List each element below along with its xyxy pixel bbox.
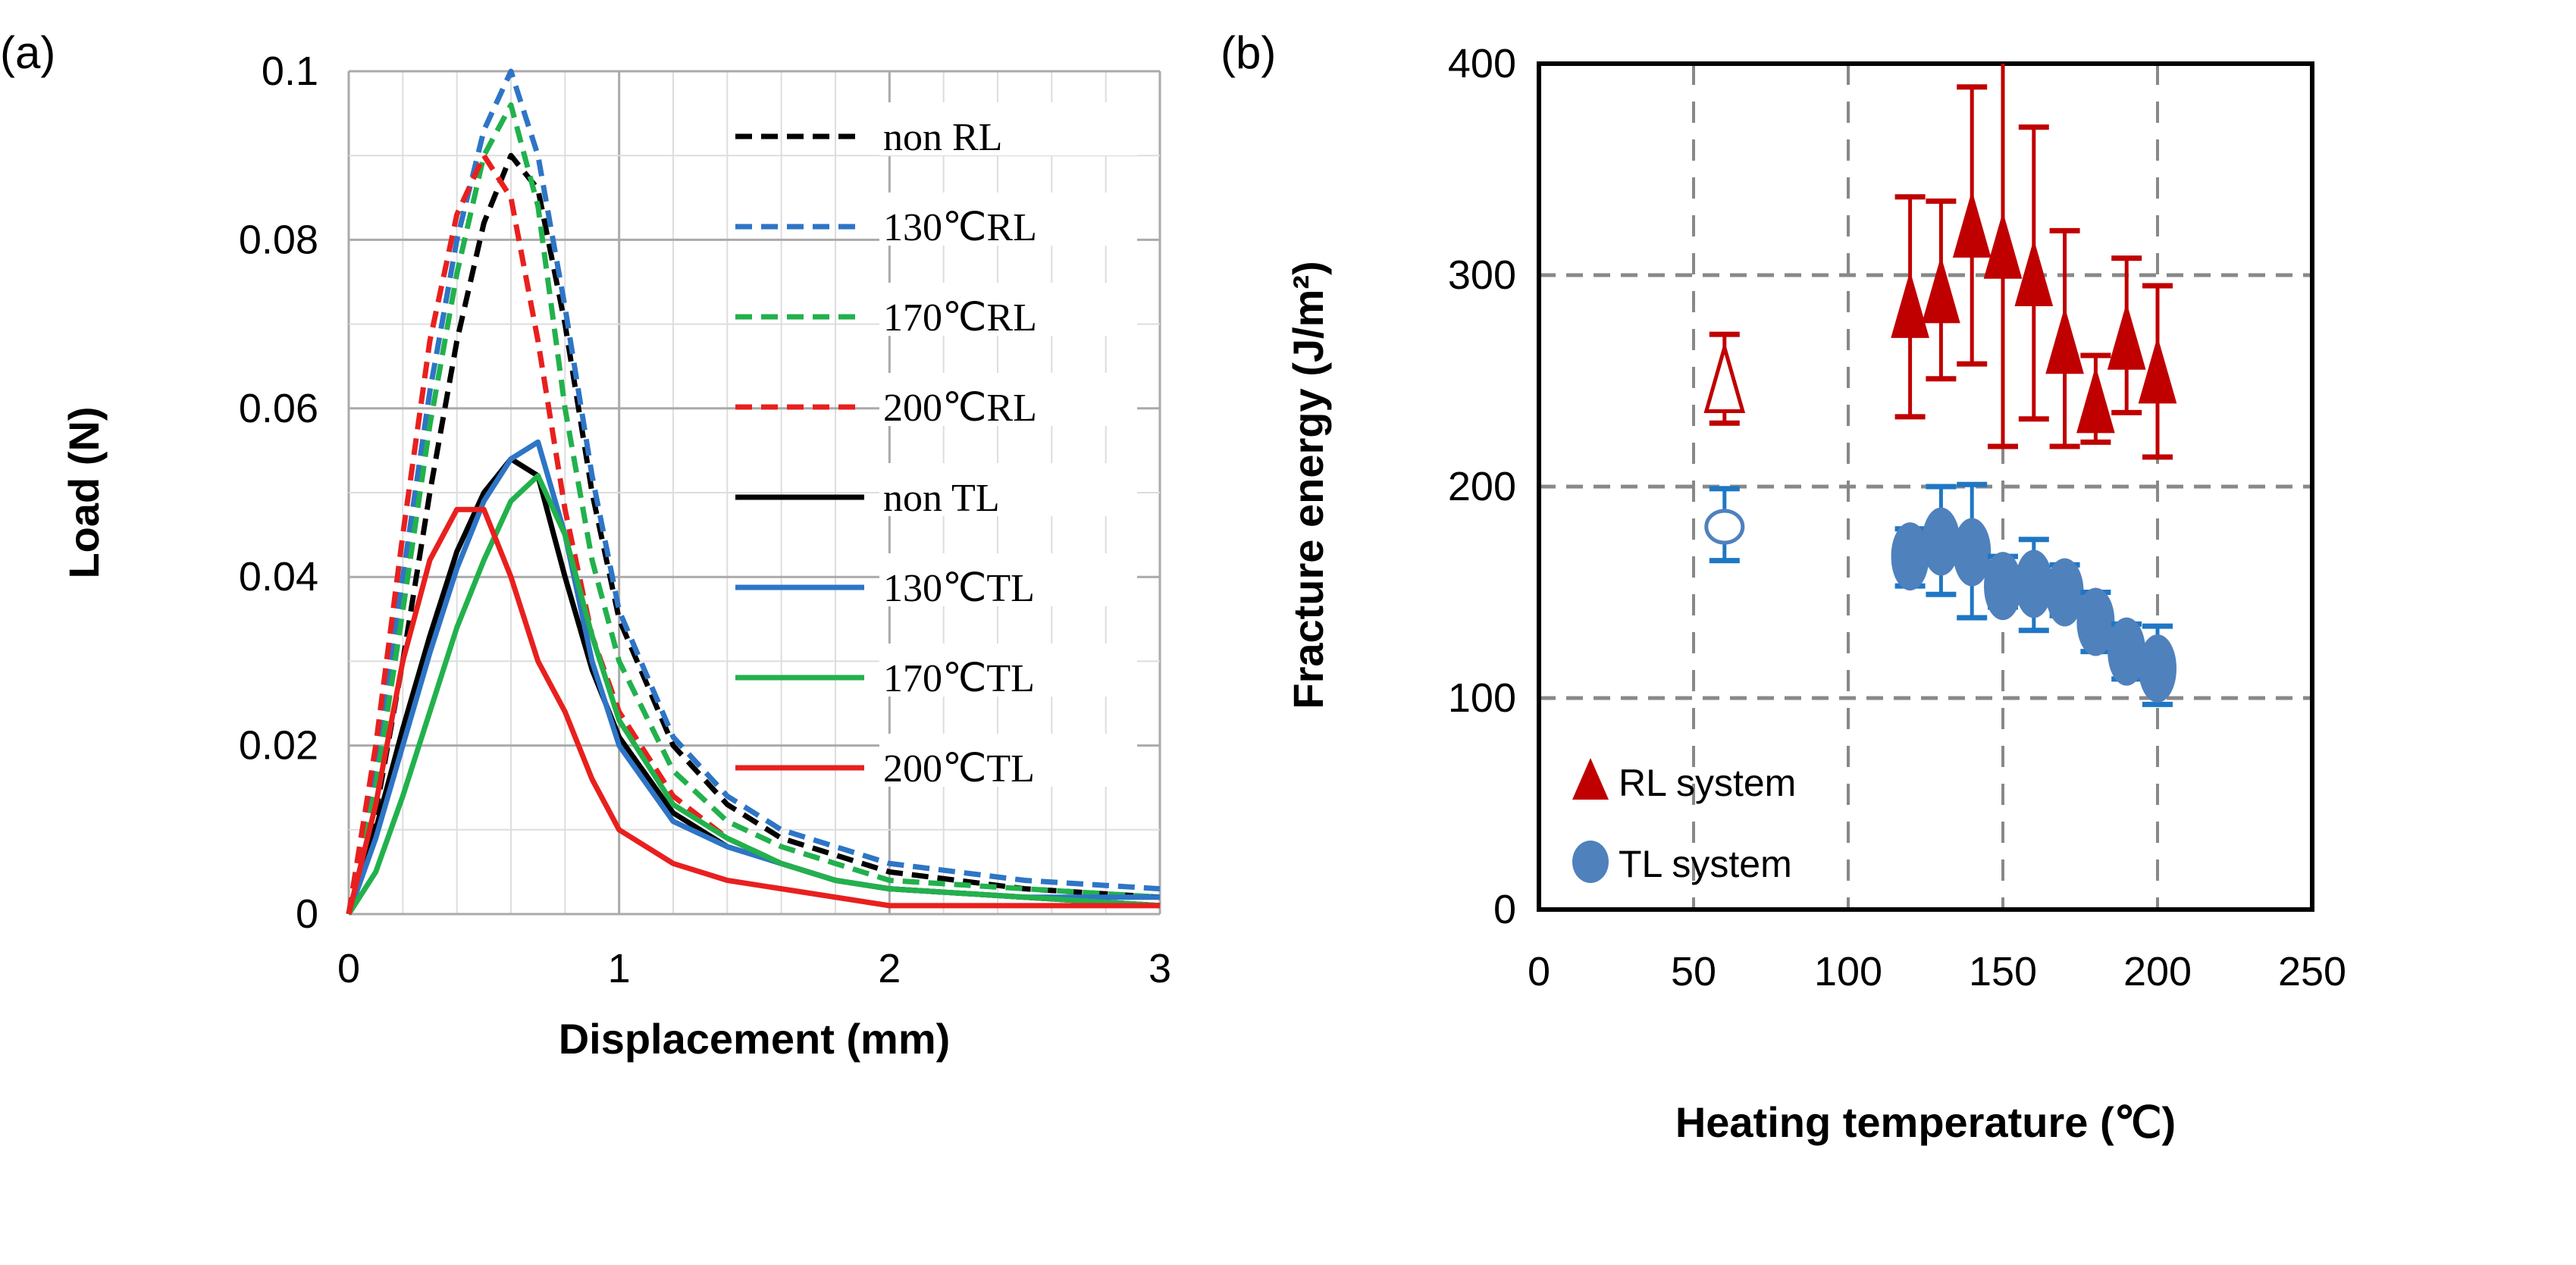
data-point-triangle [1922,255,1960,324]
series-line [346,506,1160,915]
x-tick-label: 200 [2123,949,2192,994]
legend-label: 130℃TL [883,567,1035,610]
legend-label: RL system [1619,762,1796,804]
data-point-circle [1953,518,1992,587]
legend-label: 170℃RL [883,296,1037,340]
y-tick-label: 0.02 [239,723,318,769]
legend-marker [1572,841,1609,883]
legend-bg [879,643,1137,697]
series-line [346,152,1161,915]
legend-bg [879,373,1137,426]
legend-bg [879,463,1137,516]
series-line [346,473,1161,916]
panel-a-plot: 0 1 2 3 0 0.02 0.04 0.06 0.08 0.1 non RL 130℃RL 170℃… [239,49,1171,991]
panel-a-xlabel: Displacement (mm) [559,1015,951,1063]
y-tick-label: 0 [296,891,318,937]
x-tick-label: 50 [1671,949,1716,994]
panel-b-xlabel: Heating temperature (℃) [1675,1098,2176,1146]
data-point-triangle [1983,211,2023,279]
y-tick-label: 100 [1448,675,1516,721]
data-point-triangle [1952,190,1992,258]
x-tick-label: 1 [608,946,631,991]
y-tick-label: 200 [1448,464,1516,509]
plot-frame [1537,61,2314,912]
y-tick-label: 400 [1448,41,1516,86]
y-tick-label: 0.08 [239,217,318,262]
series-line [346,152,1161,915]
legend-label: 200℃TL [883,747,1035,791]
x-tick-label: 0 [1528,949,1550,994]
y-tick-label: 0.06 [239,386,318,431]
y-tick-label: 300 [1448,252,1516,298]
legend-label: TL system [1619,843,1792,885]
legend-bg [879,553,1137,606]
legend-label: non RL [883,116,1002,159]
legend-label: 130℃RL [883,206,1037,249]
data-point-triangle [2014,239,2054,306]
data-point-triangle [1703,340,1746,413]
legend-bg [879,734,1137,787]
data-point-circle [1922,507,1960,576]
data-point-circle [2139,634,2176,703]
legend-label: non TL [883,477,1000,520]
legend-bg [879,102,1137,155]
series-line [346,68,1161,915]
x-tick-label: 150 [1969,949,2037,994]
data-point-triangle [2138,336,2177,404]
legend-bg [879,283,1137,336]
data-point-circle [1704,509,1745,545]
panel-a-ylabel: Load (N) [60,406,108,578]
panel-b-ylabel: Fracture energy (J/m²) [1284,261,1332,709]
x-tick-label: 2 [878,946,901,991]
legend-label: 170℃TL [883,657,1035,700]
series-line [346,102,1161,915]
data-point-triangle [2076,365,2115,434]
panel-b-plot: 0 50 100 150 200 250 0 100 200 300 400 RL system TL … [1448,41,2346,994]
x-tick-label: 100 [1814,949,1882,994]
data-point-triangle [2107,302,2146,370]
x-tick-label: 0 [337,946,360,991]
y-tick-label: 0.04 [239,554,318,600]
data-point-triangle [2045,306,2084,374]
y-tick-label: 0.1 [262,49,318,94]
y-tick-label: 0 [1493,887,1516,932]
legend-bg [879,193,1137,246]
panel-a-label: (a) [0,27,55,78]
legend-marker [1572,758,1609,800]
panel-b-label: (b) [1221,27,1276,78]
data-point-triangle [1891,271,1929,338]
legend-label: 200℃RL [883,387,1037,430]
x-tick-label: 3 [1149,946,1171,991]
x-tick-label: 250 [2278,949,2346,994]
